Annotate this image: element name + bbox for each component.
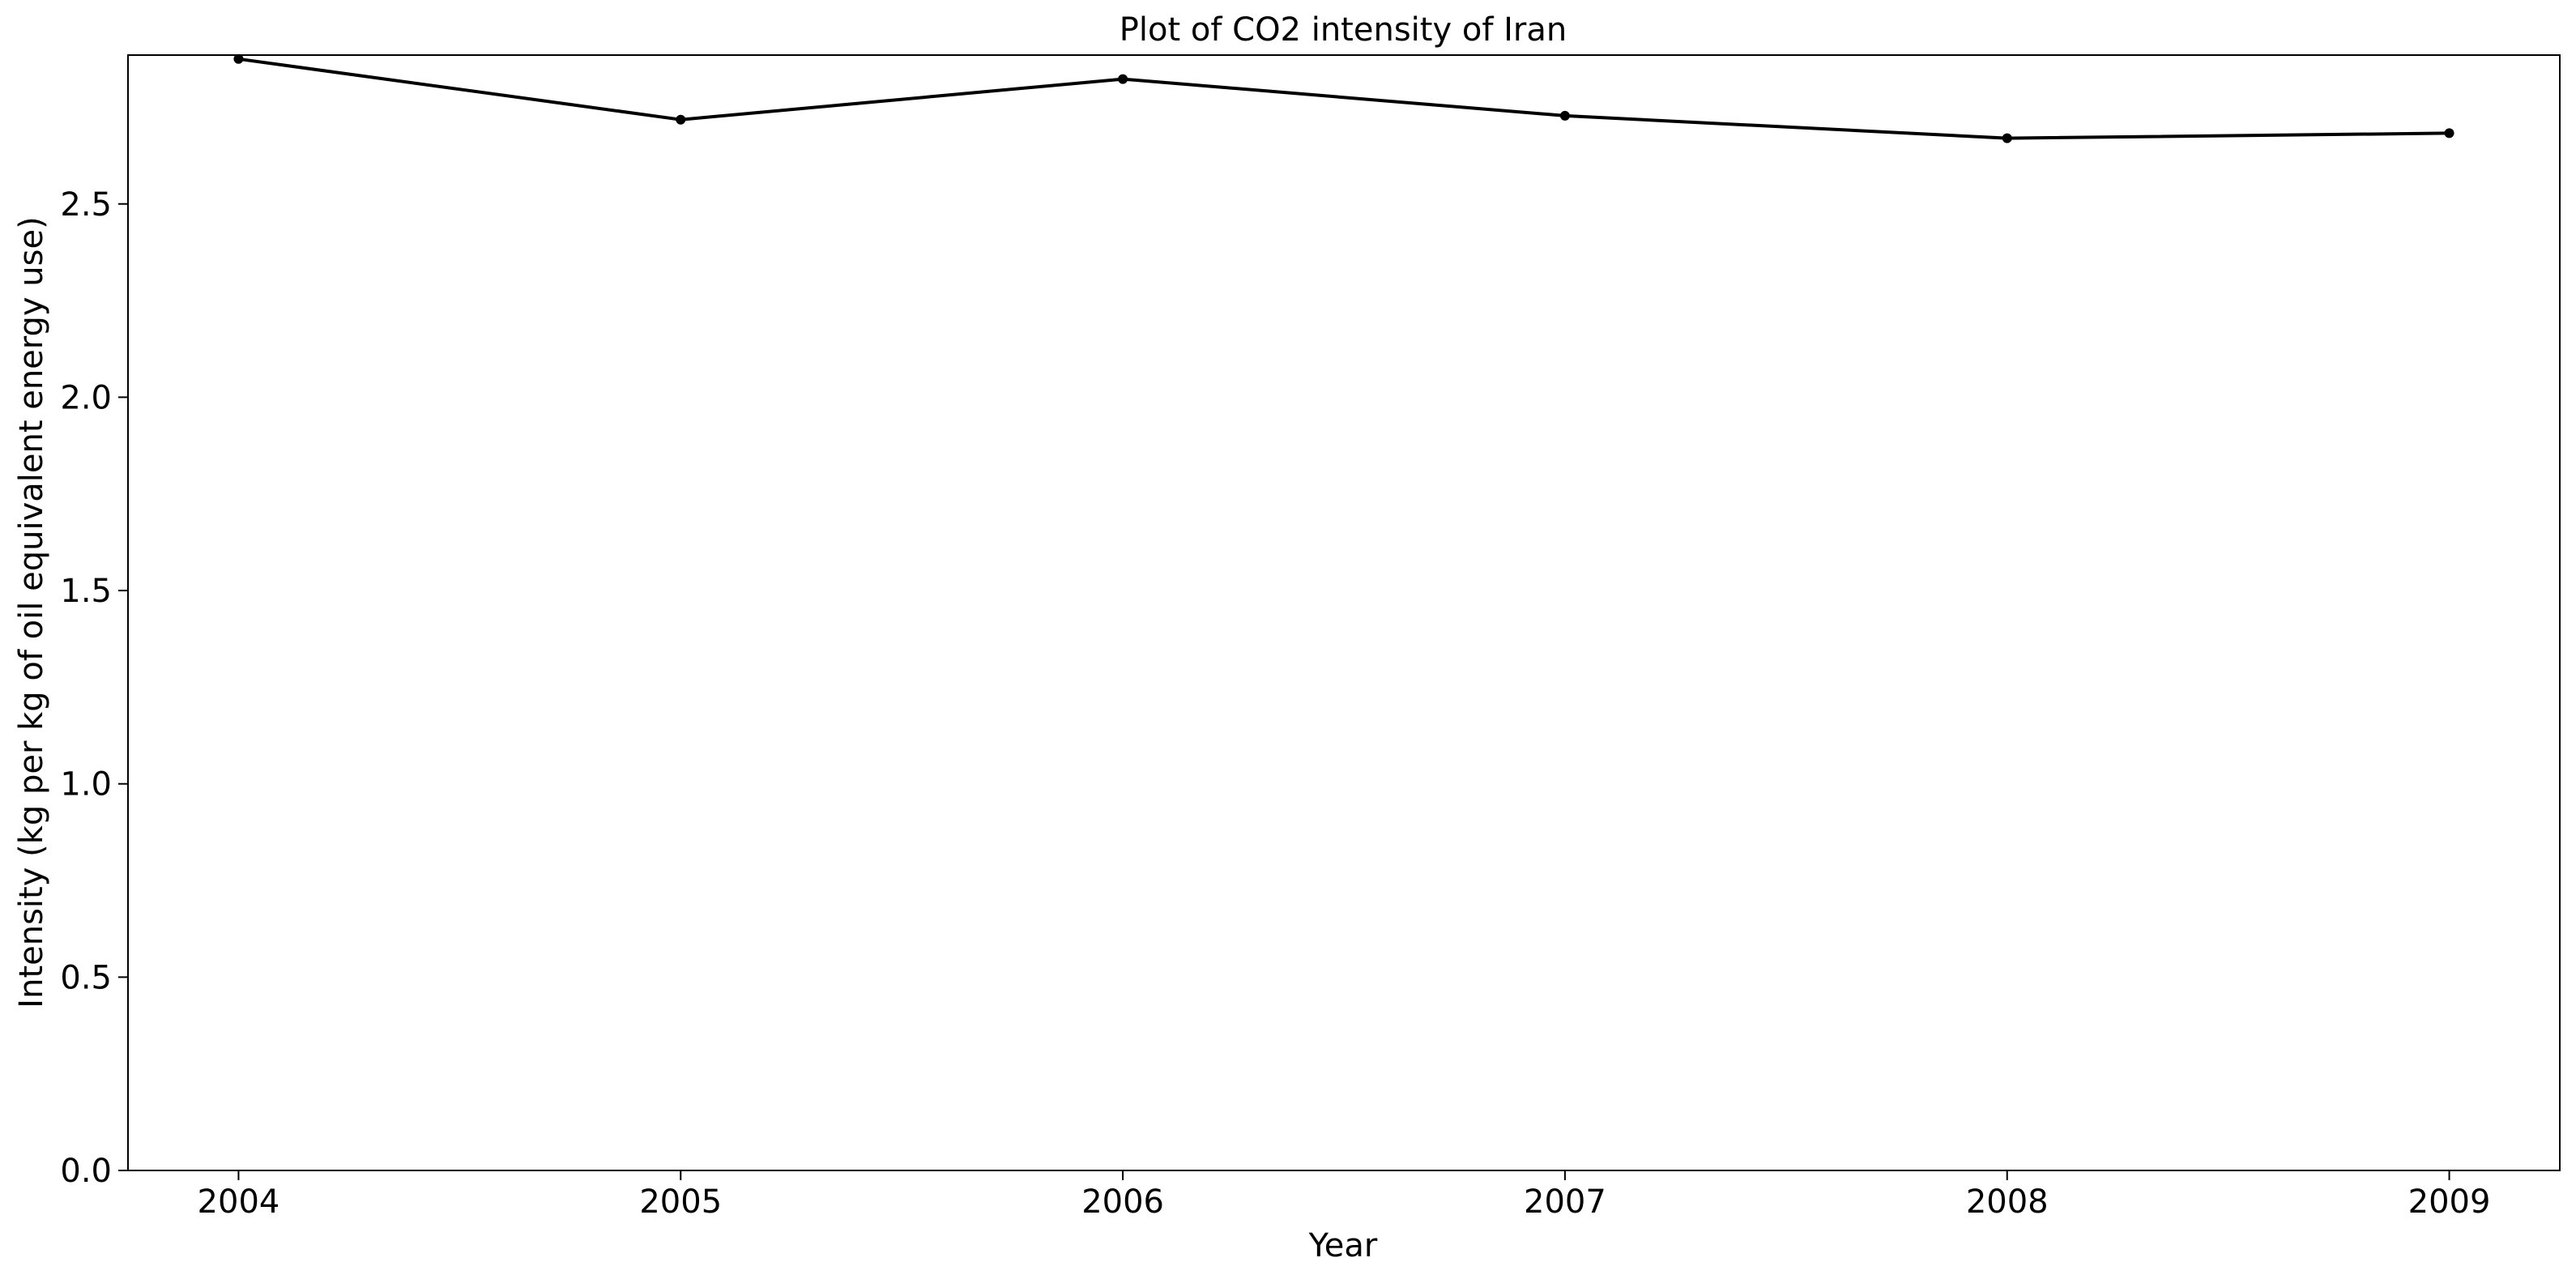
data-point xyxy=(676,114,686,125)
y-axis-label: Intensity (kg per kg of oil equivalent e… xyxy=(13,216,50,1008)
x-tick-label: 2009 xyxy=(2408,1183,2491,1221)
y-tick-label: 2.5 xyxy=(60,186,112,224)
x-tick-label: 2007 xyxy=(1524,1183,1606,1221)
y-tick-label: 0.5 xyxy=(60,959,112,996)
x-tick-label: 2006 xyxy=(1081,1183,1164,1221)
plot-area xyxy=(127,54,2561,1171)
y-tick-label: 2.0 xyxy=(60,379,112,416)
series-line xyxy=(238,57,2450,140)
x-tick-label: 2005 xyxy=(639,1183,722,1221)
series-layer xyxy=(233,53,2454,143)
x-tick-label: 2008 xyxy=(1966,1183,2049,1221)
data-point xyxy=(1118,74,1128,84)
x-axis-label: Year xyxy=(1308,1227,1378,1264)
y-axis: 0.0 0.5 1.0 1.5 2.0 2.5 xyxy=(60,186,128,1190)
x-axis: 2004 2005 2006 2007 2008 2009 xyxy=(198,1170,2491,1221)
data-point xyxy=(1559,110,1570,121)
y-tick-label: 1.5 xyxy=(60,573,112,610)
plot-frame xyxy=(127,54,2561,1171)
x-tick-label: 2004 xyxy=(198,1183,280,1221)
y-tick-label: 0.0 xyxy=(60,1153,112,1190)
data-point xyxy=(2002,133,2012,143)
chart-title: Plot of CO2 intensity of Iran xyxy=(1120,11,1567,49)
data-point xyxy=(2444,128,2454,139)
y-tick-label: 1.0 xyxy=(60,766,112,804)
data-point xyxy=(233,53,244,64)
